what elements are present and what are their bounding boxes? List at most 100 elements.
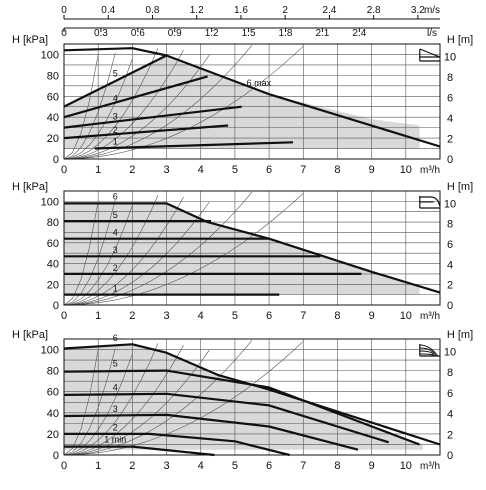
- y-tick-right: 4: [447, 259, 453, 271]
- y-tick-right: 2: [447, 280, 453, 292]
- y-tick-left: 20: [47, 133, 59, 145]
- system-curve: [63, 48, 159, 160]
- icon-curve: [419, 196, 441, 207]
- y-tick-left: 0: [53, 154, 59, 166]
- icon-curve: [419, 344, 439, 357]
- y-axis-label-right: H [m]: [447, 329, 473, 341]
- x-tick: 9: [369, 310, 375, 322]
- y-axis-label-left: H [kPa]: [12, 34, 48, 46]
- curve-6-max: [63, 47, 441, 148]
- system-curve: [63, 343, 159, 456]
- curve-5: [63, 54, 167, 108]
- y-tick-right: 2: [447, 429, 453, 441]
- y-tick-right: 0: [447, 154, 453, 166]
- ms-unit-label: m/s: [424, 5, 440, 16]
- y-tick-right: 6: [447, 239, 453, 251]
- ls-tick-label: 1.2: [205, 28, 219, 39]
- icon-curve: [419, 350, 435, 357]
- x-tick: 10: [400, 310, 412, 322]
- ms-tick-label: 1.6: [234, 5, 248, 16]
- y-tick-left: 0: [53, 300, 59, 312]
- icon-curve: [419, 347, 437, 357]
- system-curve: [63, 350, 210, 456]
- x-tick: 7: [300, 164, 306, 176]
- curve-label: 4: [113, 94, 118, 104]
- ls-tick-label: 2.1: [315, 28, 329, 39]
- curve-label: 5: [113, 68, 118, 78]
- curve-label: 5: [113, 358, 118, 368]
- icon-curve: [419, 48, 441, 58]
- x-tick: 10: [400, 460, 412, 472]
- x-tick: 2: [129, 310, 135, 322]
- x-tick: 8: [334, 164, 340, 176]
- operating-range-area: [64, 203, 420, 295]
- system-curve: [63, 341, 304, 456]
- ls-unit-label: l/s: [427, 28, 437, 39]
- x-tick: 3: [163, 164, 169, 176]
- y-tick-right: 8: [447, 72, 453, 84]
- curve-4: [63, 75, 208, 119]
- system-curve: [63, 49, 184, 160]
- y-tick-right: 10: [444, 347, 456, 359]
- system-curve: [63, 201, 210, 306]
- system-curve: [63, 353, 133, 456]
- x-tick: 2: [129, 460, 135, 472]
- y-axis-label-right: H [m]: [447, 181, 473, 193]
- plot-frame: [63, 43, 441, 160]
- x-axis-label: m³/h: [420, 461, 440, 472]
- x-axis-label: m³/h: [420, 311, 440, 322]
- x-tick: 4: [198, 460, 204, 472]
- curve-label: 2: [113, 263, 118, 273]
- ms-tick-label: 3.2: [411, 5, 425, 16]
- system-curve: [63, 58, 133, 160]
- y-tick-left: 80: [47, 217, 59, 229]
- y-tick-left: 0: [53, 450, 59, 462]
- y-tick-left: 60: [47, 387, 59, 399]
- x-tick: 0: [61, 164, 67, 176]
- x-tick: 8: [334, 460, 340, 472]
- system-curve: [63, 205, 133, 306]
- y-tick-left: 60: [47, 238, 59, 250]
- y-tick-right: 6: [447, 388, 453, 400]
- constant-pressure-icon: [419, 196, 441, 209]
- y-tick-left: 80: [47, 70, 59, 82]
- curve-label: 1 min: [104, 434, 126, 444]
- x-tick: 6: [266, 460, 272, 472]
- proportional-pressure-icon: [419, 48, 441, 62]
- curve-label: 6: [113, 191, 118, 201]
- x-tick: 6: [266, 310, 272, 322]
- x-tick: 3: [163, 310, 169, 322]
- system-curve: [63, 345, 184, 456]
- ms-tick-label: 2.8: [367, 5, 381, 16]
- system-curve: [63, 46, 304, 160]
- x-tick: 1: [95, 310, 101, 322]
- curve-1: [94, 141, 294, 150]
- y-tick-left: 60: [47, 91, 59, 103]
- ms-tick-label: 0.8: [146, 5, 160, 16]
- x-tick: 4: [198, 310, 204, 322]
- curve-5: [63, 369, 420, 446]
- system-curve: [63, 349, 99, 456]
- y-tick-left: 40: [47, 408, 59, 420]
- icon-curve: [419, 353, 434, 357]
- curve-2: [63, 124, 229, 140]
- y-tick-right: 0: [447, 300, 453, 312]
- y-tick-right: 10: [444, 198, 456, 210]
- ls-tick-label: 1.8: [279, 28, 293, 39]
- curve-label: 1: [113, 136, 118, 146]
- curve-3: [63, 105, 242, 129]
- curve-label: 3: [113, 111, 118, 121]
- y-tick-right: 0: [447, 450, 453, 462]
- curve-label: 2: [113, 423, 118, 433]
- curve-1-min: [64, 445, 215, 457]
- operating-range-area: [64, 55, 420, 149]
- x-tick: 5: [232, 310, 238, 322]
- ls-tick-label: 0: [61, 28, 67, 39]
- y-tick-right: 4: [447, 409, 453, 421]
- ms-tick-label: 2: [282, 5, 288, 16]
- curve-label: 3: [113, 404, 118, 414]
- y-axis-label-left: H [kPa]: [12, 181, 48, 193]
